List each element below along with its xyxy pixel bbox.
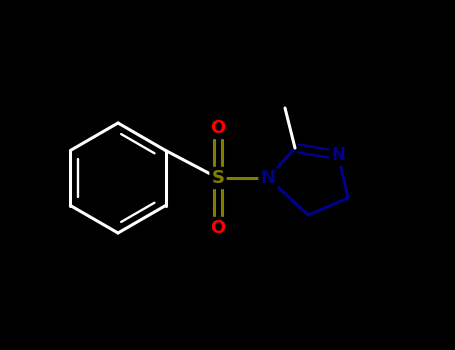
Text: O: O (210, 219, 226, 237)
Text: N: N (261, 169, 275, 187)
Text: N: N (331, 146, 345, 164)
Text: O: O (210, 119, 226, 137)
Text: S: S (212, 169, 224, 187)
